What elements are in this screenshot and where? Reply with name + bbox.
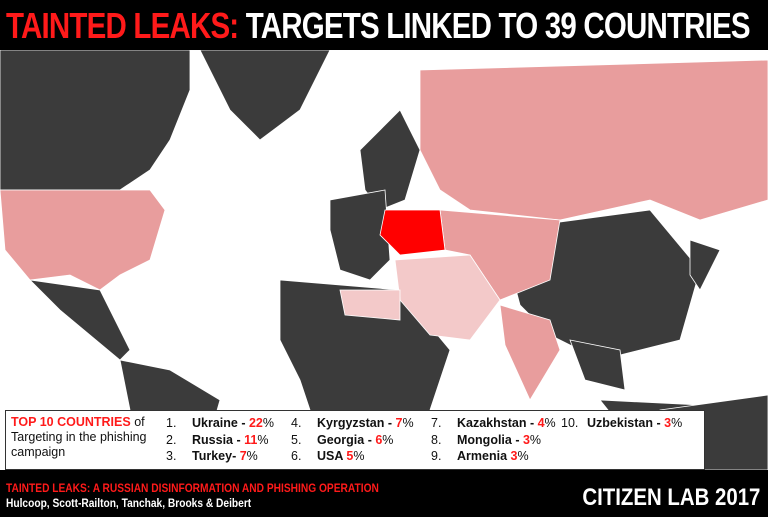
legend-country: Kazakhstan - — [457, 416, 538, 430]
legend-percent-sign: % — [529, 432, 542, 447]
legend-percent: 4 — [537, 416, 545, 430]
report-title: TAINTED LEAKS: A RUSSIAN DISINFORMATION … — [6, 481, 379, 495]
legend-percent: 5 — [346, 449, 354, 463]
legend-item: 10. Uzbekistan - 3% — [561, 415, 682, 432]
region-ukraine — [379, 209, 446, 256]
legend-percent: 3 — [510, 449, 518, 463]
legend-percent-sign: % — [257, 432, 269, 447]
legend-item: 3. Turkey- 7% — [166, 448, 258, 465]
legend-country: Georgia - — [317, 432, 376, 447]
legend-country: Armenia — [457, 449, 511, 463]
legend-percent-sign: % — [517, 449, 529, 463]
legend-percent-sign: % — [671, 416, 683, 430]
legend-item: 6. USA 5% — [291, 448, 364, 465]
legend-percent-sign: % — [382, 432, 394, 447]
region-india — [499, 304, 561, 401]
legend-country: Turkey- — [192, 449, 240, 463]
legend-percent: 7 — [395, 416, 403, 430]
legend-percent-sign: % — [353, 449, 365, 463]
region-canada — [0, 50, 191, 191]
legend-rank: 9. — [431, 449, 442, 463]
legend-percent-sign: % — [262, 416, 274, 430]
title-main: TARGETS LINKED TO 39 COUNTRIES — [245, 5, 751, 46]
legend-country: Ukraine - — [192, 416, 249, 430]
legend-heading-text: of Targeting in the phishing campaign — [11, 415, 147, 459]
legend-country: Russia - — [192, 432, 245, 447]
legend-percent: 3 — [664, 416, 672, 430]
authors: Hulcoop, Scott-Railton, Tanchak, Brooks … — [6, 496, 252, 510]
legend-percent: 11 — [244, 432, 258, 447]
legend-percent: 22 — [248, 416, 263, 430]
legend-item: 9. Armenia 3% — [431, 448, 529, 465]
legend-country: USA — [317, 449, 347, 463]
legend-rank: 4. — [291, 416, 302, 430]
top-countries-legend: TOP 10 COUNTRIES of Targeting in the phi… — [5, 410, 705, 470]
legend-percent-sign: % — [402, 416, 414, 430]
legend-percent: 6 — [375, 432, 383, 447]
legend-rank: 2. — [166, 432, 177, 447]
legend-country: Mongolia - — [457, 432, 523, 447]
legend-percent: 3 — [522, 432, 530, 447]
legend-percent-sign: % — [544, 416, 556, 430]
legend-rank: 5. — [291, 432, 302, 447]
legend-item: 7. Kazakhstan - 4% — [431, 415, 556, 432]
legend-rank: 3. — [166, 449, 177, 463]
region-japan — [689, 239, 721, 291]
region-scandinavia — [359, 109, 421, 211]
page-title: TAINTED LEAKS: TARGETS LINKED TO 39 COUN… — [6, 4, 751, 48]
legend-rank: 10. — [561, 416, 579, 430]
legend-country: Kyrgyzstan - — [317, 416, 396, 430]
legend-rank: 8. — [431, 432, 442, 447]
region-greenland — [199, 50, 331, 141]
brand-label: CITIZEN LAB 2017 — [582, 484, 760, 511]
legend-country: Uzbekistan - — [587, 416, 665, 430]
region-mexico — [28, 279, 131, 361]
legend-item: 8. Mongolia - 3% — [431, 432, 541, 449]
legend-percent-sign: % — [246, 449, 258, 463]
legend-percent: 7 — [239, 449, 247, 463]
region-western-europe — [329, 189, 391, 281]
legend-item: 5. Georgia - 6% — [291, 432, 393, 449]
legend-rank: 7. — [431, 416, 442, 430]
region-north-africa — [339, 289, 401, 321]
region-southeast-asia — [569, 339, 626, 391]
world-map — [0, 50, 768, 470]
region-russia — [419, 59, 768, 221]
legend-item: 1. Ukraine - 22% — [166, 415, 274, 432]
legend-heading: TOP 10 COUNTRIES of Targeting in the phi… — [11, 415, 161, 460]
legend-rank: 6. — [291, 449, 302, 463]
legend-rank: 1. — [166, 416, 177, 430]
legend-heading-highlight: TOP 10 COUNTRIES — [11, 415, 131, 429]
region-usa — [0, 189, 166, 291]
title-highlight: TAINTED LEAKS: — [6, 5, 239, 46]
legend-item: 4. Kyrgyzstan - 7% — [291, 415, 414, 432]
legend-item: 2. Russia - 11% — [166, 432, 268, 449]
